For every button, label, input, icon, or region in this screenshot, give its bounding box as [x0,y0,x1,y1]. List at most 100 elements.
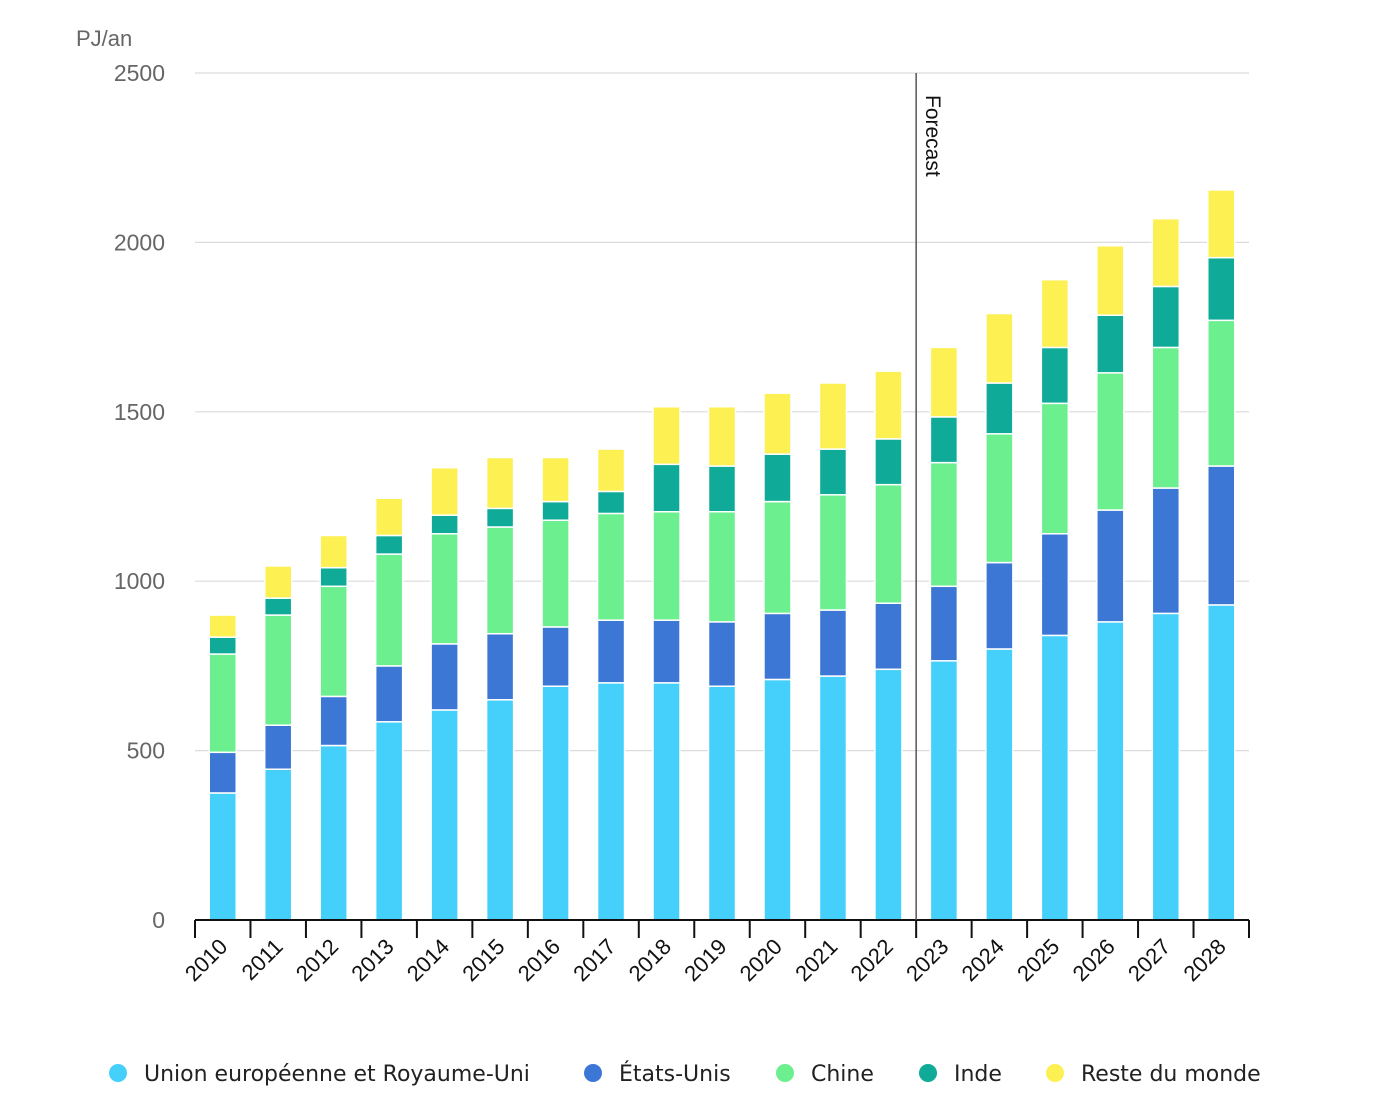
bar-segment [208,614,237,638]
bar-segment [374,721,404,921]
legend-item[interactable]: Reste du monde [1046,1062,1261,1087]
bar-stack-2026 [1096,245,1125,921]
x-tick-label: 2020 [735,934,787,986]
legend-item[interactable]: Chine [776,1062,874,1087]
bar-segment [1096,509,1125,623]
bar-segment [985,648,1014,921]
x-tick-label: 2010 [180,934,232,986]
x-tick-label: 2028 [1179,934,1231,986]
bar-segment [763,453,792,503]
bar-segment [1207,604,1236,921]
legend-swatch [109,1064,127,1082]
bar-segment [485,507,515,528]
bar-segment [1040,278,1070,349]
x-tick-label: 2012 [291,934,343,986]
bar-stack-2027 [1151,217,1181,921]
x-tick-label: 2018 [624,934,676,986]
forecast-label: Forecast [921,95,944,177]
y-tick-label: 2000 [114,229,165,255]
legend-swatch [776,1064,794,1082]
bar-segment [596,448,626,493]
bar-segment [929,585,959,662]
x-tick-label: 2019 [679,934,731,986]
bar-segment [596,512,626,621]
bar-segment [874,370,903,440]
bar-segment [929,416,959,464]
bar-segment [1151,285,1181,349]
legend-item[interactable]: États-Unis [584,1061,731,1087]
bar-segment [985,382,1014,435]
bar-segment [430,709,459,921]
bar-segment [763,612,792,681]
bar-segment [874,602,903,671]
bar-segment [430,533,459,645]
bar-segment [1207,189,1236,259]
bar-segment [208,792,237,921]
bar-segment [430,643,459,711]
bar-segment [374,497,404,537]
x-tick-label: 2023 [901,934,953,986]
bar-stack-2023 [929,346,959,921]
bar-segment [208,636,237,655]
bar-stack-2016 [541,456,570,921]
legend-swatch [584,1064,602,1082]
bar-segment [1151,217,1181,288]
x-tick-label: 2025 [1012,934,1064,986]
bar-segment [374,665,404,723]
bar-segment [1151,612,1181,921]
bar-segment [263,724,293,770]
bar-segment [707,465,737,513]
bar-segment [985,561,1014,650]
bar-segment [818,609,848,677]
bar-segment [263,768,293,921]
legend-item[interactable]: Inde [919,1062,1002,1087]
bar-segment [985,433,1014,564]
bar-segment [1040,346,1070,405]
y-tick-label: 0 [152,907,165,933]
bar-stack-2018 [652,405,681,921]
bar-segment [319,566,348,588]
legend-item[interactable]: Union européenne et Royaume-Uni [109,1062,530,1087]
x-tick-label: 2026 [1068,934,1120,986]
bar-segment [485,456,515,510]
bar-segment [652,619,681,684]
x-tick-label: 2017 [568,934,620,986]
bar-segment [818,448,848,496]
bar-segment [652,682,681,921]
bar-stack-2025 [1040,278,1070,921]
bar-segment [596,490,626,515]
y-tick-label: 1000 [114,568,165,594]
legend-label: Inde [954,1062,1002,1087]
y-tick-label: 500 [127,738,165,764]
bar-stack-2017 [596,448,626,921]
bar-segment [874,438,903,486]
legend-label: États-Unis [619,1061,731,1087]
bar-segment [485,526,515,635]
bar-stack-2015 [485,456,515,921]
bar-segment [430,514,459,535]
y-unit-label: PJ/an [76,26,132,51]
bar-segment [1207,319,1236,467]
bar-segment [707,405,737,467]
axes: 0 500 1000 1500 2000 2500 2010 2011 2012 2013 2014… [114,60,1250,986]
bar-segment [929,346,959,418]
bar-segment [319,534,348,569]
bar-segment [763,392,792,455]
bar-segment [1151,487,1181,615]
bar-segment [319,695,348,747]
bar-stack-2022 [874,370,903,921]
bar-segment [652,405,681,466]
bar-segment [818,494,848,611]
y-tick-label: 2500 [114,60,165,86]
bar-segment [596,619,626,684]
x-tick-label: 2024 [957,934,1009,986]
bar-segment [485,632,515,701]
bar-segment [485,699,515,921]
bar-segment [818,675,848,921]
bar-segment [1096,314,1125,374]
bar-segment [652,510,681,621]
bar-segment [319,744,348,921]
bar-stack-2011 [263,565,293,921]
